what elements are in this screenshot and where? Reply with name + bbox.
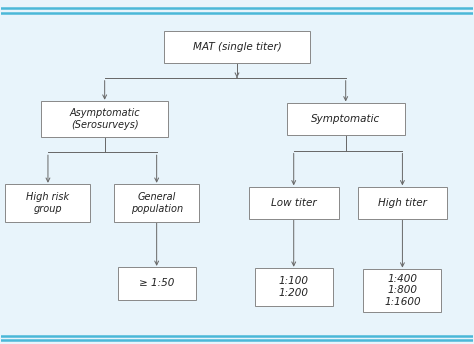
Text: General
population: General population <box>131 192 182 214</box>
FancyBboxPatch shape <box>114 184 199 222</box>
FancyBboxPatch shape <box>249 186 338 219</box>
FancyBboxPatch shape <box>118 267 196 300</box>
FancyBboxPatch shape <box>255 268 333 305</box>
FancyBboxPatch shape <box>5 184 91 222</box>
Text: Symptomatic: Symptomatic <box>311 114 380 124</box>
Text: Asymptomatic
(Serosurveys): Asymptomatic (Serosurveys) <box>69 108 140 130</box>
Text: High risk
group: High risk group <box>27 192 70 214</box>
FancyBboxPatch shape <box>364 269 441 312</box>
FancyBboxPatch shape <box>287 103 405 135</box>
FancyBboxPatch shape <box>41 101 168 137</box>
FancyBboxPatch shape <box>357 186 447 219</box>
Text: Low titer: Low titer <box>271 198 317 208</box>
Text: High titer: High titer <box>378 198 427 208</box>
Text: MAT (single titer): MAT (single titer) <box>192 42 282 52</box>
Text: 1:400
1:800
1:1600: 1:400 1:800 1:1600 <box>384 273 421 307</box>
Text: ≥ 1:50: ≥ 1:50 <box>139 278 174 288</box>
Text: 1:100
1:200: 1:100 1:200 <box>279 276 309 298</box>
FancyBboxPatch shape <box>164 31 310 63</box>
